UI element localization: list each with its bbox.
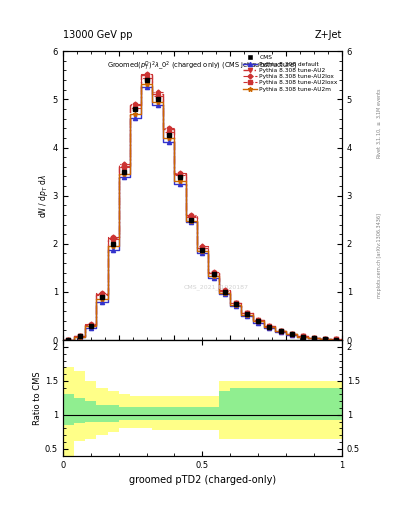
Y-axis label: $\mathrm{d}N$ / $\mathrm{d}p_T$ $\mathrm{d}\lambda$: $\mathrm{d}N$ / $\mathrm{d}p_T$ $\mathrm… (37, 174, 50, 218)
Legend: CMS, Pythia 8.308 default, Pythia 8.308 tune-AU2, Pythia 8.308 tune-AU2lox, Pyth: CMS, Pythia 8.308 default, Pythia 8.308 … (241, 54, 339, 93)
Text: Z+Jet: Z+Jet (314, 30, 342, 39)
X-axis label: groomed pTD2 (charged-only): groomed pTD2 (charged-only) (129, 475, 276, 485)
Text: 13000 GeV pp: 13000 GeV pp (63, 30, 132, 39)
Y-axis label: Ratio to CMS: Ratio to CMS (33, 371, 42, 425)
Text: CMS_2021_I1920187: CMS_2021_I1920187 (184, 284, 249, 290)
Text: mcplots.cern.ch [arXiv:1306.3436]: mcplots.cern.ch [arXiv:1306.3436] (377, 214, 382, 298)
Text: Rivet 3.1.10, $\geq$ 3.1M events: Rivet 3.1.10, $\geq$ 3.1M events (375, 87, 383, 159)
Text: Groomed$(p_T^D)^2\lambda\_0^2$ (charged only) (CMS jet substructure): Groomed$(p_T^D)^2\lambda\_0^2$ (charged … (107, 60, 298, 73)
